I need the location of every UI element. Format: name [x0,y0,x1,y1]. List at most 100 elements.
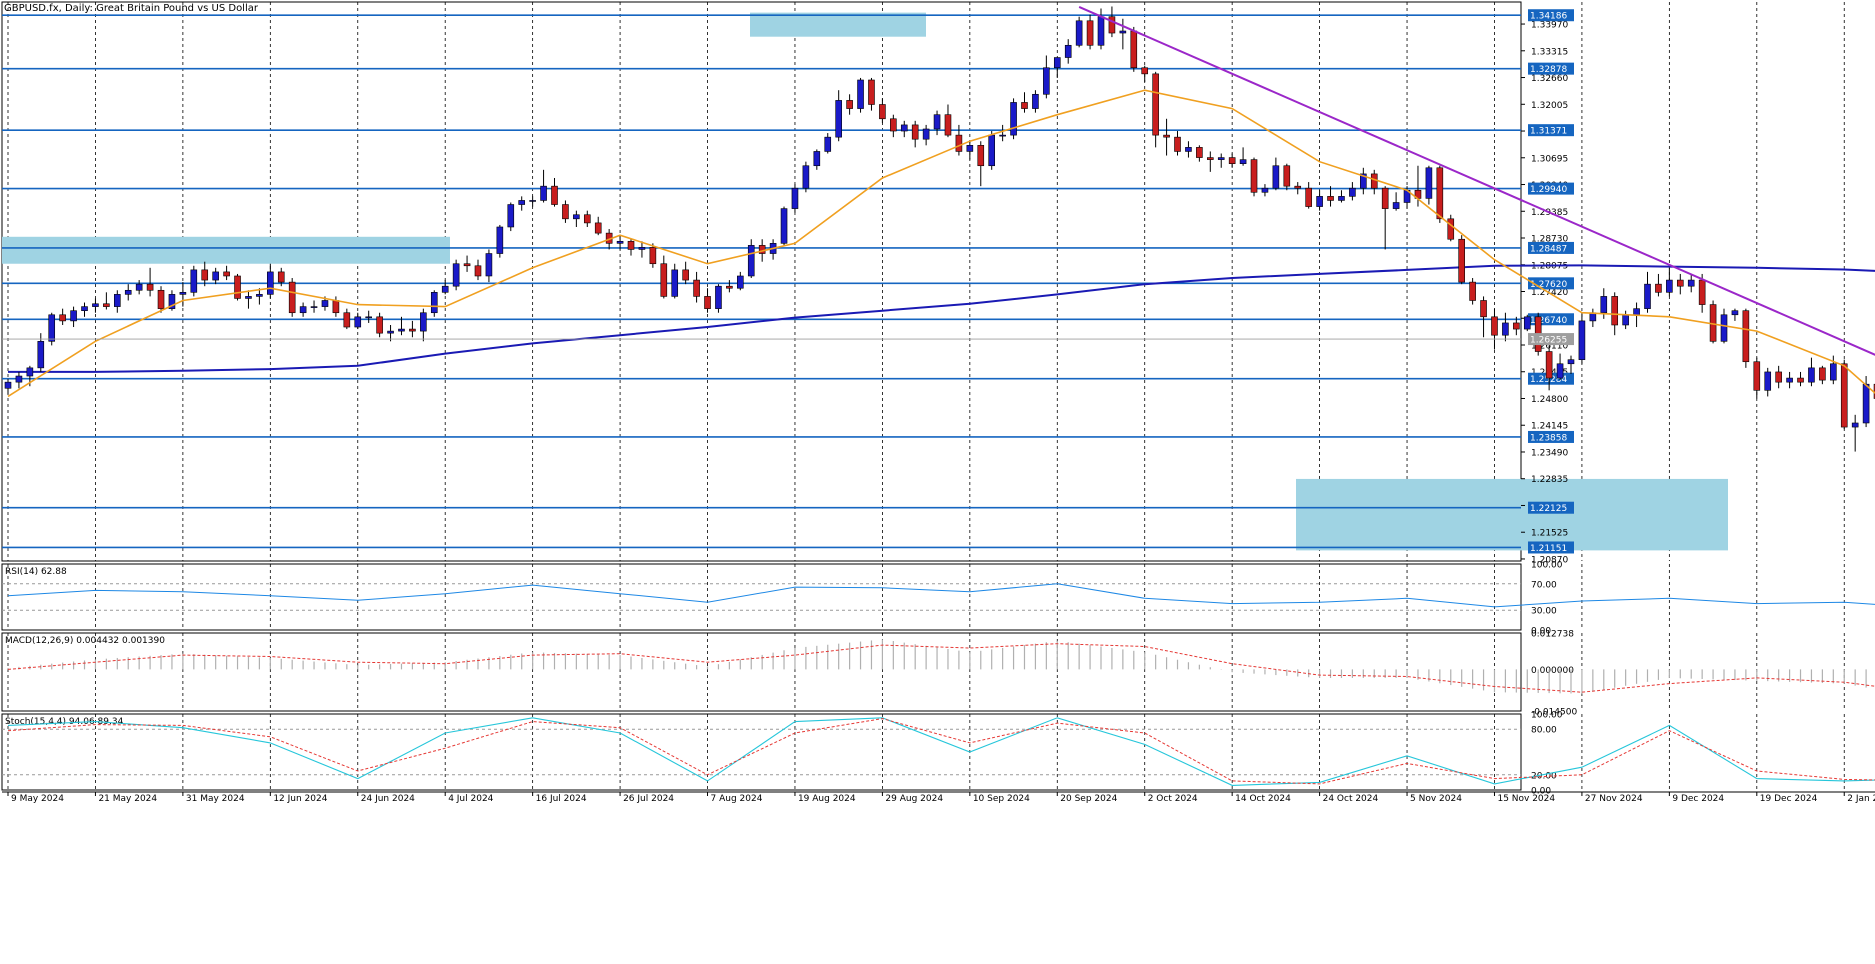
candle-body [879,104,886,120]
candle-body [1753,361,1761,391]
candle-body [124,289,132,295]
candle-body [802,165,810,189]
x-tick-label: 9 May 2024 [11,794,64,804]
stoch-title: Stoch(15,4,4) 94.06 89.34 [5,717,124,727]
level-price-tag [1528,430,1574,443]
candle-body [1655,283,1662,293]
candle-body [1862,383,1870,424]
candle-body [1097,16,1105,46]
level-price-label: 1.29940 [1530,185,1567,195]
candle-body [1819,367,1826,381]
candle-body [1316,196,1323,207]
candle-body [212,271,219,281]
candle-body [911,124,919,140]
y-tick-label: 1.28730 [1531,235,1568,245]
level-price-tag [1528,9,1574,22]
candle-body [321,300,329,307]
candle-body [365,316,372,319]
candle-body [168,294,176,309]
y-tick-label: 1.30695 [1531,154,1568,164]
x-tick-label: 2 Oct 2024 [1148,794,1198,804]
candle-body [573,214,580,220]
candle-body [1141,67,1149,75]
rsi-tick-label: 0.00 [1531,627,1551,637]
level-price-tag [1528,124,1574,137]
candle-body [1666,279,1673,293]
candle-body [1644,283,1651,309]
candle-body [529,200,536,202]
candle-body [135,283,143,291]
candle-body [1207,157,1214,160]
candle-body [1228,157,1236,164]
stoch-tick-label: 100.00 [1531,711,1563,721]
pane-frame-price [1,1,1522,562]
candle-body [1185,147,1192,152]
candle-body [1698,279,1706,305]
support-resistance-zone [750,12,926,37]
candle-body [48,314,56,342]
candle-body [551,185,558,205]
y-tick-label: 1.20870 [1531,555,1568,565]
macd-histogram [7,639,1867,694]
x-tick-label: 9 Dec 2024 [1672,794,1724,804]
candle-body [430,292,438,314]
candle-body [1808,367,1815,383]
x-tick-label: 12 Jun 2024 [273,794,327,804]
candle-body [846,100,853,109]
level-price-label: 1.31371 [1530,127,1567,137]
pane-frame-stoch [1,713,1522,791]
candle-body [955,134,963,152]
candle-body [1349,187,1356,197]
candle-body [179,292,187,295]
support-resistance-zone [2,236,450,264]
candle-body [1064,44,1072,58]
x-tick-label: 2 Jan 2025 [1847,794,1875,804]
candle-body [1086,20,1094,46]
candle-body [1523,316,1531,330]
candle-body [1775,371,1782,383]
candle-body [1239,159,1247,164]
candle-body [1032,93,1039,109]
x-tick-label: 21 May 2024 [98,794,157,804]
candle-body [627,240,635,250]
candle-body [190,269,198,293]
candle-body [747,245,755,277]
candle-body [671,269,679,297]
stoch-tick-label: 80.00 [1531,726,1557,736]
candle-body [758,245,766,254]
candle-body [114,294,121,307]
candle-body [1556,363,1564,379]
candle-body [1305,187,1312,207]
x-tick-label: 19 Dec 2024 [1760,794,1818,804]
candle-body [1196,147,1203,158]
candle-body [485,253,493,277]
candle-body [1622,314,1629,326]
candle-body [59,314,66,322]
macd-tick-label: 0.000000 [1531,666,1574,676]
candle-body [693,279,700,297]
candle-body [441,285,449,293]
candle-body [1108,16,1116,34]
candles [4,6,1875,452]
candle-body [299,306,307,314]
y-tick-label: 1.33315 [1531,47,1568,57]
candle-body [900,124,908,132]
candle-body [376,316,383,334]
candle-body [103,303,110,307]
candle-body [583,214,591,224]
candle-body [1163,134,1170,138]
candle-body [1272,165,1280,189]
level-price-label: 1.22125 [1530,504,1567,514]
stoch-main-line [7,717,1875,786]
candle-body [15,375,23,383]
y-tick-label: 1.24800 [1531,395,1568,405]
x-tick-label: 29 Aug 2024 [885,794,943,804]
candle-body [638,247,646,250]
candle-body [256,294,263,297]
candle-body [660,263,668,297]
level-price-label: 1.21151 [1530,544,1567,554]
candle-body [1130,30,1138,69]
candle-body [1720,314,1728,342]
candle-body [1731,310,1739,316]
